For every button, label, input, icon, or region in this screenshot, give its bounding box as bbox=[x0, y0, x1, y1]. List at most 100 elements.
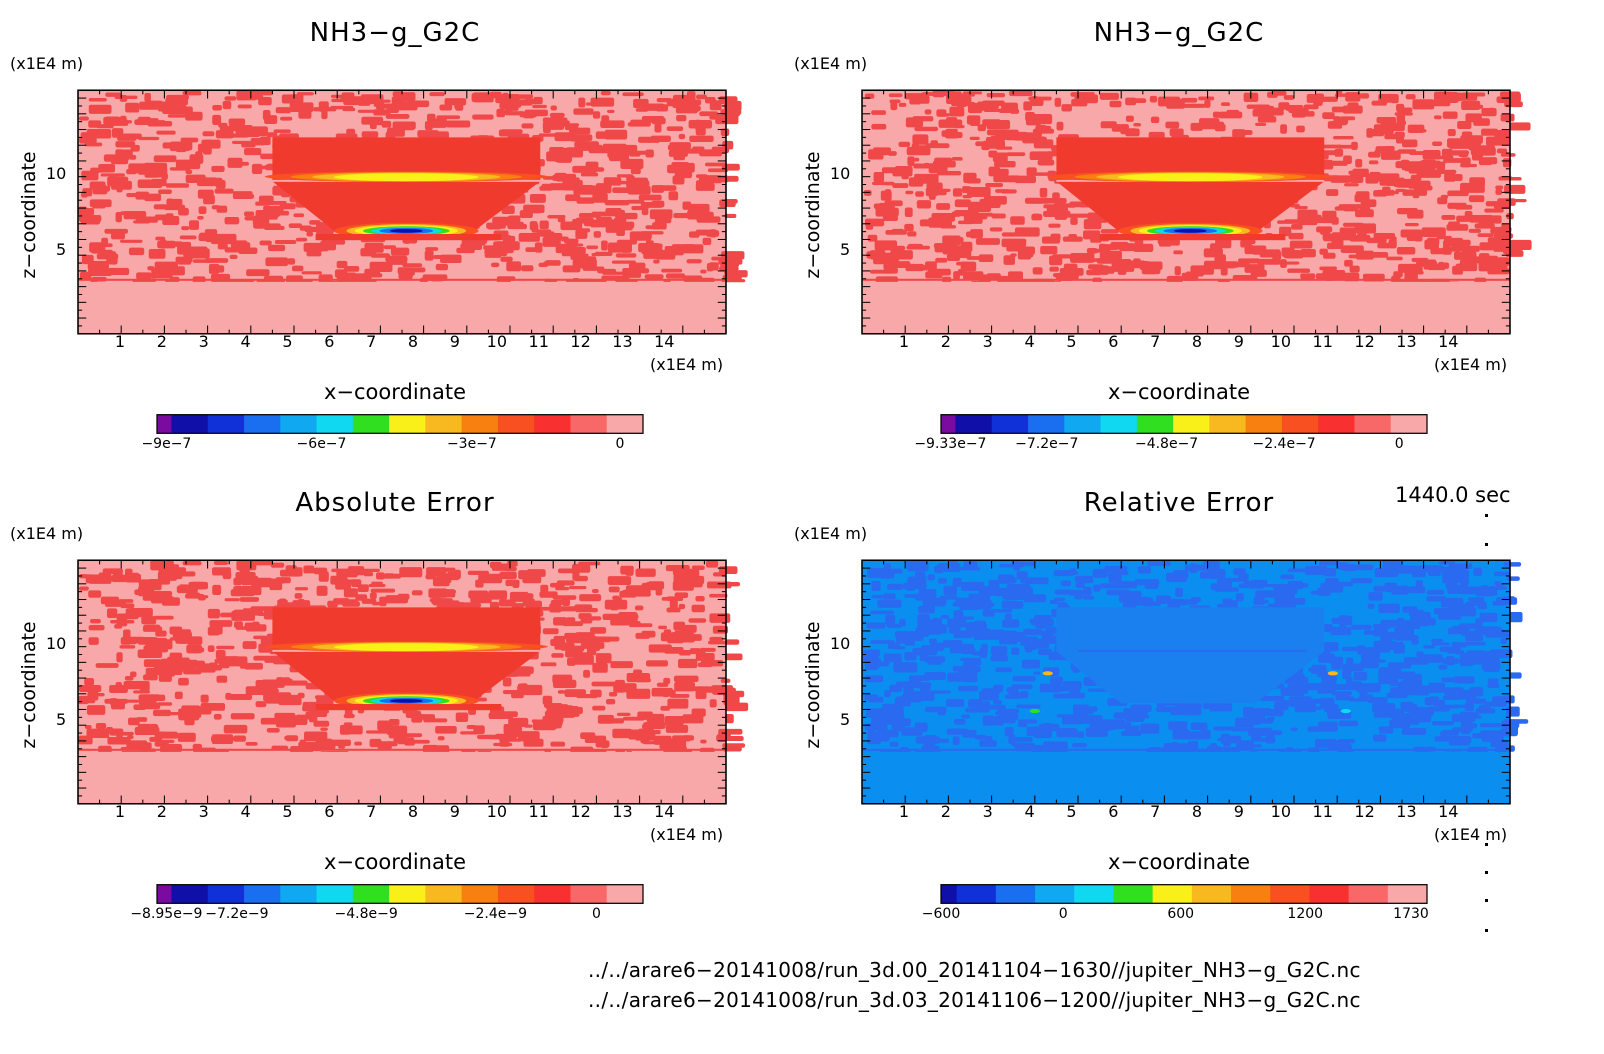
noise-cell bbox=[666, 596, 684, 601]
noise-cell bbox=[1503, 719, 1529, 724]
noise-cell bbox=[982, 119, 1001, 126]
x-tick-label: 5 bbox=[1066, 332, 1077, 351]
noise-cell bbox=[392, 121, 416, 130]
noise-cell bbox=[666, 126, 684, 131]
noise-cell bbox=[435, 726, 444, 733]
noise-cell bbox=[84, 678, 95, 686]
noise-cell bbox=[309, 709, 330, 714]
noise-cell bbox=[600, 90, 611, 96]
noise-cell bbox=[1477, 233, 1494, 237]
noise-cell bbox=[930, 690, 951, 694]
noise-cell bbox=[1066, 692, 1086, 699]
panel-top-left: NH3−g_G2C (x1E4 m) z−coordinate (x1E4 m)… bbox=[0, 0, 790, 490]
noise-cell bbox=[934, 565, 944, 574]
noise-cell bbox=[956, 261, 971, 266]
noise-cell bbox=[1248, 708, 1271, 716]
margin-dot bbox=[1485, 543, 1488, 546]
y-unit-label: (x1E4 m) bbox=[10, 54, 84, 73]
noise-cell bbox=[236, 560, 257, 571]
noise-cell bbox=[144, 92, 151, 102]
y-tick-label: 10 bbox=[830, 633, 851, 653]
lower-lens-contour bbox=[1173, 228, 1207, 233]
noise-cell bbox=[178, 711, 200, 721]
noise-cell bbox=[573, 108, 594, 115]
noise-cell bbox=[864, 675, 884, 683]
noise-cell bbox=[264, 688, 279, 693]
noise-cell bbox=[1053, 203, 1076, 208]
noise-cell bbox=[1355, 158, 1363, 168]
lower-band bbox=[78, 281, 726, 334]
noise-cell bbox=[1395, 188, 1407, 192]
noise-cell bbox=[265, 257, 289, 267]
noise-cell bbox=[949, 560, 958, 566]
noise-cell bbox=[712, 625, 728, 634]
noise-cell bbox=[89, 181, 106, 190]
noise-cell bbox=[592, 192, 608, 203]
noise-cell bbox=[675, 739, 685, 748]
noise-cell bbox=[669, 740, 677, 746]
y-tick-label: 10 bbox=[46, 633, 67, 653]
noise-cell bbox=[266, 727, 280, 733]
noise-cell bbox=[154, 731, 178, 739]
noise-cell bbox=[390, 247, 410, 256]
noise-cell bbox=[990, 135, 1000, 145]
noise-cell bbox=[904, 651, 917, 661]
noise-cell bbox=[1125, 97, 1137, 106]
noise-cell bbox=[870, 610, 894, 615]
noise-cell bbox=[671, 631, 690, 637]
noise-cell bbox=[562, 265, 581, 273]
noise-cell bbox=[1404, 223, 1419, 227]
noise-cell bbox=[928, 190, 936, 200]
noise-cell bbox=[439, 104, 453, 111]
noise-cell bbox=[1255, 719, 1274, 724]
noise-cell bbox=[707, 640, 727, 645]
noise-cell bbox=[719, 266, 739, 271]
colorbar-label: −2.4e−9 bbox=[463, 906, 528, 922]
noise-cell bbox=[692, 146, 705, 153]
colorbar-swatch bbox=[316, 414, 354, 434]
noise-cell bbox=[725, 270, 748, 278]
error-spot bbox=[1029, 709, 1040, 714]
noise-cell bbox=[532, 104, 547, 109]
noise-cell bbox=[371, 581, 383, 585]
colorbar-swatch bbox=[1113, 884, 1154, 904]
noise-cell bbox=[361, 116, 384, 125]
noise-cell bbox=[995, 189, 1010, 193]
x-tick-label: 12 bbox=[1354, 332, 1375, 351]
noise-cell bbox=[1459, 586, 1483, 595]
noise-cell bbox=[115, 149, 124, 156]
noise-cell bbox=[963, 561, 978, 569]
noise-cell bbox=[493, 742, 513, 747]
noise-cell bbox=[982, 715, 995, 726]
noise-cell bbox=[1492, 601, 1508, 606]
noise-cell bbox=[397, 593, 410, 600]
noise-cell bbox=[1396, 246, 1416, 255]
noise-cell bbox=[1495, 185, 1504, 190]
noise-cell bbox=[454, 569, 461, 580]
noise-cell bbox=[1099, 252, 1122, 263]
noise-cell bbox=[998, 711, 1006, 722]
noise-cell bbox=[135, 216, 159, 223]
noise-cell bbox=[1074, 94, 1098, 104]
noise-cell bbox=[651, 185, 665, 193]
noise-cell bbox=[540, 662, 557, 667]
noise-cell bbox=[253, 577, 273, 588]
noise-cell bbox=[1460, 157, 1471, 168]
noise-cell bbox=[537, 721, 558, 730]
noise-cell bbox=[176, 585, 198, 594]
x-tick-label: 7 bbox=[366, 332, 377, 351]
noise-cell bbox=[1478, 704, 1491, 709]
noise-cell bbox=[429, 92, 445, 97]
noise-cell bbox=[709, 699, 717, 708]
error-spot bbox=[1327, 671, 1339, 676]
contour-plot bbox=[861, 89, 1532, 335]
noise-cell bbox=[153, 615, 174, 620]
noise-cell bbox=[1378, 674, 1395, 685]
panel-title: NH3−g_G2C bbox=[1093, 18, 1265, 48]
noise-cell bbox=[1006, 584, 1031, 591]
noise-cell bbox=[1049, 599, 1059, 605]
noise-cell bbox=[887, 583, 903, 591]
noise-cell bbox=[1355, 250, 1374, 260]
noise-cell bbox=[919, 682, 931, 692]
noise-cell bbox=[884, 690, 891, 698]
